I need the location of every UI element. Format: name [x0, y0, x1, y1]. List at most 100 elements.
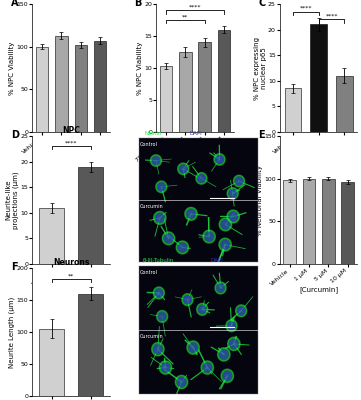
Polygon shape [218, 348, 230, 361]
Polygon shape [178, 243, 186, 252]
Text: ****: **** [325, 14, 338, 19]
Text: D: D [11, 130, 19, 140]
Polygon shape [154, 345, 162, 354]
Bar [218, 30, 230, 132]
Text: Curcumin: Curcumin [140, 334, 164, 339]
Polygon shape [196, 172, 207, 184]
Polygon shape [187, 210, 195, 218]
Polygon shape [221, 240, 229, 249]
Polygon shape [185, 207, 197, 220]
Bar [78, 294, 103, 396]
Polygon shape [214, 154, 225, 165]
Text: **: ** [182, 14, 188, 19]
Polygon shape [229, 190, 236, 197]
Bar [55, 36, 68, 132]
Polygon shape [189, 343, 197, 352]
Polygon shape [219, 218, 232, 231]
Polygon shape [184, 296, 191, 304]
Text: A: A [11, 0, 18, 8]
Bar [342, 182, 354, 264]
Polygon shape [152, 157, 160, 164]
Polygon shape [221, 220, 229, 228]
Polygon shape [158, 313, 166, 320]
Bar [336, 76, 353, 132]
X-axis label: [Curcumin]: [Curcumin] [175, 163, 214, 170]
Bar [94, 41, 106, 132]
Polygon shape [178, 378, 186, 386]
Bar [198, 42, 211, 132]
Polygon shape [161, 363, 169, 372]
Bar [78, 167, 103, 264]
Polygon shape [187, 341, 199, 354]
Y-axis label: Neurite Length (μm): Neurite Length (μm) [9, 296, 15, 368]
Polygon shape [235, 177, 243, 185]
Polygon shape [197, 303, 208, 315]
Bar [36, 47, 48, 132]
X-axis label: [Curcumin]: [Curcumin] [52, 154, 91, 161]
Polygon shape [216, 156, 223, 163]
Text: C: C [258, 0, 266, 8]
Polygon shape [178, 163, 189, 175]
Bar [179, 52, 192, 132]
Bar [160, 66, 172, 132]
Polygon shape [201, 361, 214, 374]
Polygon shape [205, 232, 213, 241]
Polygon shape [228, 337, 240, 350]
Polygon shape [215, 282, 226, 294]
Text: Control: Control [140, 142, 158, 147]
Polygon shape [234, 175, 244, 187]
Polygon shape [223, 372, 231, 380]
Polygon shape [238, 307, 245, 315]
Text: Control: Control [140, 270, 158, 275]
Polygon shape [230, 340, 238, 348]
Polygon shape [227, 188, 238, 199]
Text: β-III-Tubulin: β-III-Tubulin [143, 258, 174, 264]
Polygon shape [236, 305, 247, 317]
Bar [322, 179, 335, 264]
Polygon shape [176, 241, 189, 254]
Y-axis label: Neurite-like
projections (μm): Neurite-like projections (μm) [5, 171, 19, 229]
Bar [283, 180, 296, 264]
X-axis label: [Curcumin]: [Curcumin] [299, 286, 338, 293]
Polygon shape [155, 289, 162, 297]
Polygon shape [221, 369, 234, 382]
Polygon shape [156, 181, 167, 192]
Polygon shape [152, 342, 164, 356]
Polygon shape [203, 363, 211, 372]
Polygon shape [198, 175, 205, 182]
Bar [39, 208, 64, 264]
Polygon shape [154, 212, 166, 224]
Title: Neurons: Neurons [53, 258, 90, 267]
Polygon shape [203, 230, 215, 243]
Polygon shape [227, 210, 239, 223]
Text: B: B [135, 0, 142, 8]
Bar [310, 24, 327, 132]
Text: ****: **** [300, 6, 312, 11]
Polygon shape [158, 183, 165, 190]
Polygon shape [157, 310, 168, 322]
Polygon shape [228, 322, 235, 330]
Y-axis label: % NPC Viability: % NPC Viability [9, 41, 15, 95]
Text: Curcumin: Curcumin [140, 204, 164, 209]
Polygon shape [226, 320, 237, 332]
Text: E: E [258, 130, 265, 140]
Polygon shape [199, 306, 206, 313]
Polygon shape [229, 212, 237, 221]
Y-axis label: % NPC Viability: % NPC Viability [137, 41, 143, 95]
Text: ****: **** [65, 141, 77, 146]
Polygon shape [156, 214, 164, 222]
Text: DAPI: DAPI [189, 130, 202, 136]
Polygon shape [151, 155, 161, 166]
Polygon shape [165, 234, 173, 242]
Polygon shape [175, 375, 188, 389]
Polygon shape [217, 284, 224, 292]
Polygon shape [162, 232, 175, 245]
Polygon shape [220, 350, 228, 359]
Text: DAPI: DAPI [210, 258, 223, 264]
Polygon shape [219, 238, 231, 251]
Text: **: ** [68, 273, 74, 278]
Polygon shape [159, 361, 172, 374]
Polygon shape [182, 294, 193, 306]
Bar [303, 179, 315, 264]
Bar [75, 45, 87, 132]
